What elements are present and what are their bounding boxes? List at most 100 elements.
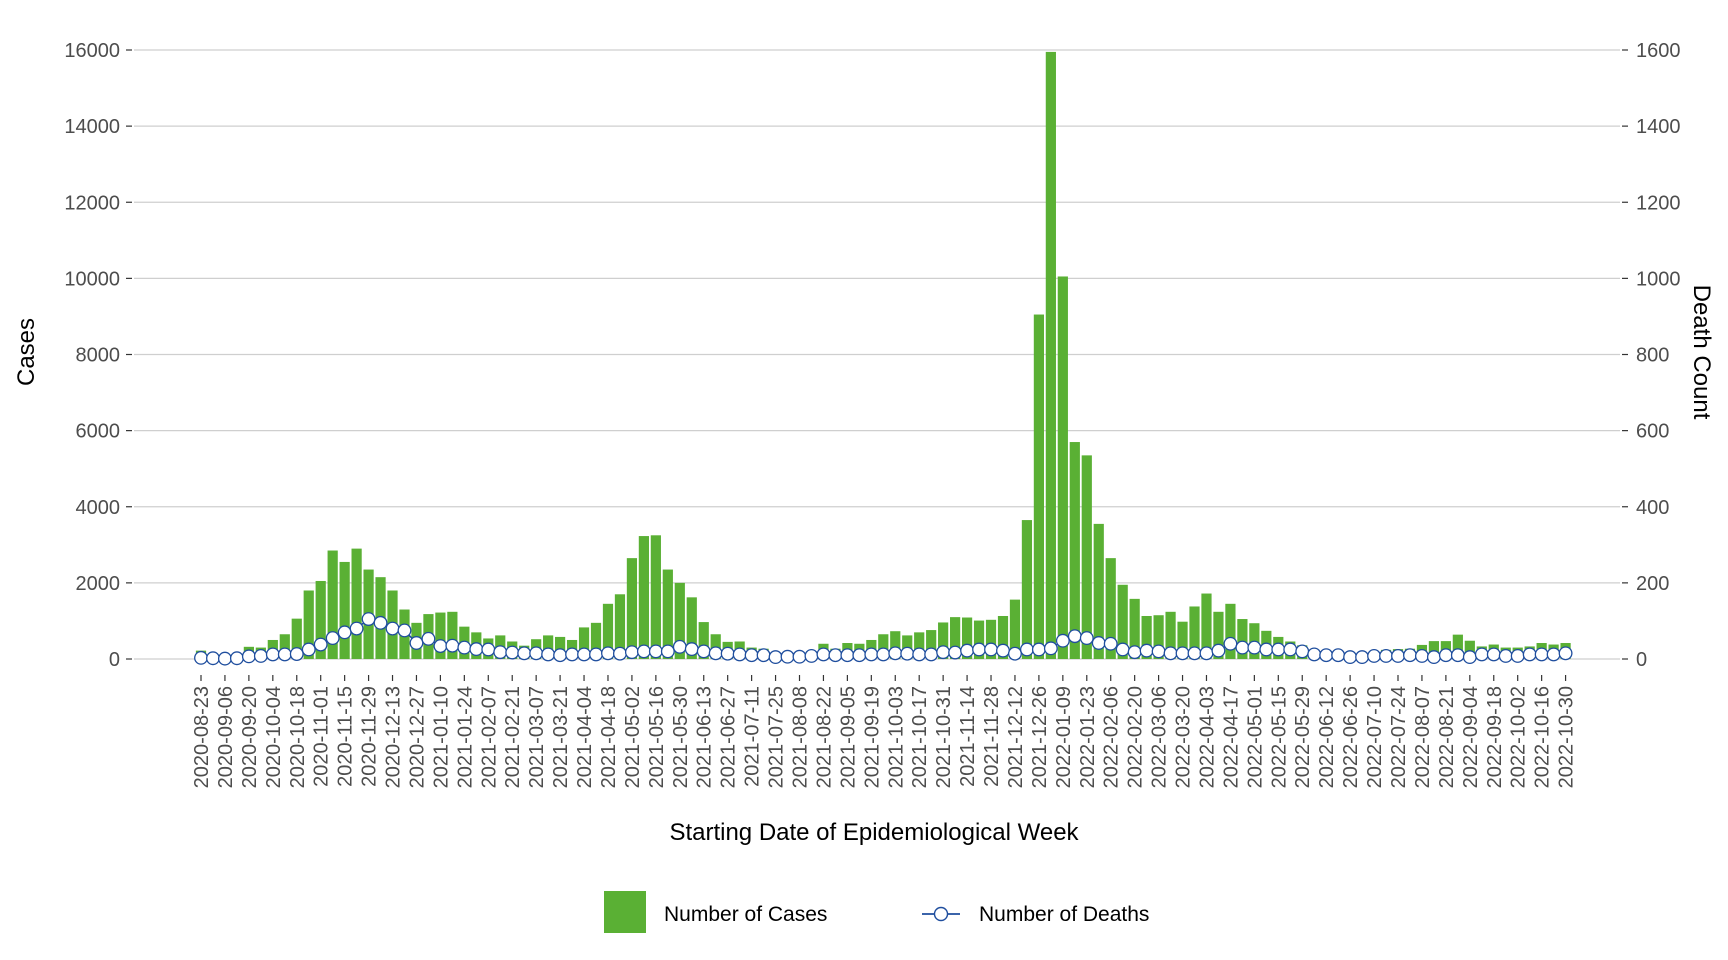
- x-tick-label: 2020-11-29: [359, 686, 381, 787]
- death-marker: [948, 645, 963, 660]
- case-bar: [435, 612, 446, 659]
- death-marker: [1438, 648, 1453, 663]
- death-marker: [1259, 642, 1274, 657]
- y2-tick-label: 200: [1636, 573, 1669, 595]
- case-bars: [195, 51, 1571, 660]
- death-marker: [1055, 633, 1070, 648]
- death-marker: [672, 639, 687, 654]
- death-marker: [1127, 645, 1142, 660]
- case-bar: [626, 558, 638, 659]
- death-marker: [1534, 647, 1549, 662]
- death-marker: [577, 647, 591, 662]
- y2-axis-title: Death Count: [1688, 285, 1715, 420]
- x-tick-label: 2022-10-16: [1532, 686, 1554, 788]
- death-marker: [660, 644, 675, 659]
- x-tick-label: 2020-10-04: [263, 686, 285, 788]
- death-marker: [1474, 647, 1489, 662]
- death-marker: [1151, 644, 1166, 659]
- x-tick-label: 2022-06-26: [1340, 686, 1362, 788]
- case-bar: [555, 636, 566, 659]
- death-marker: [1139, 643, 1154, 658]
- death-marker: [888, 646, 903, 661]
- case-bar: [1237, 619, 1248, 659]
- x-tick-label: 2021-08-22: [813, 686, 835, 788]
- case-bar: [1165, 611, 1176, 659]
- x-tick-label: 2022-10-30: [1556, 686, 1578, 788]
- death-marker: [433, 639, 448, 654]
- case-bar: [590, 622, 602, 659]
- case-bar: [1105, 558, 1116, 659]
- death-marker: [1175, 646, 1190, 661]
- case-bar: [686, 597, 697, 659]
- x-tick-label: 2022-02-20: [1125, 686, 1147, 788]
- death-marker: [457, 640, 472, 655]
- case-bar: [543, 635, 554, 659]
- case-bar: [950, 617, 961, 659]
- x-tick-label: 2021-10-31: [933, 686, 955, 788]
- death-marker: [756, 648, 771, 663]
- death-marker: [529, 646, 544, 661]
- case-bar: [447, 611, 458, 659]
- death-marker: [289, 647, 304, 662]
- y-tick-label: 10000: [64, 268, 120, 290]
- death-marker: [1307, 647, 1322, 662]
- x-tick-label: 2021-05-30: [670, 686, 692, 788]
- case-bar: [973, 620, 985, 659]
- death-marker: [960, 643, 975, 658]
- death-marker: [1331, 648, 1346, 663]
- case-bar: [1464, 640, 1475, 659]
- death-marker: [421, 631, 436, 646]
- death-marker: [1522, 647, 1537, 662]
- death-marker: [361, 612, 376, 626]
- y2-tick-label: 1600: [1636, 40, 1681, 62]
- death-marker: [613, 646, 627, 661]
- legend: Number of Cases Number of Deaths: [604, 891, 1149, 933]
- death-marker: [828, 648, 843, 663]
- case-bar: [315, 580, 326, 659]
- death-marker: [1379, 649, 1393, 663]
- y-tick-label: 4000: [76, 497, 121, 519]
- case-bar: [279, 634, 290, 659]
- death-marker: [253, 649, 268, 663]
- x-tick-label: 2022-08-21: [1436, 686, 1458, 788]
- case-bar: [351, 548, 362, 659]
- y-tick-label: 0: [109, 649, 120, 671]
- x-tick-label: 2021-02-07: [478, 686, 500, 788]
- death-marker: [1558, 646, 1573, 661]
- death-marker: [409, 636, 424, 650]
- x-tick-label: 2020-09-06: [215, 686, 237, 788]
- y2-tick-label: 1400: [1636, 116, 1681, 138]
- y2-tick-label: 0: [1636, 649, 1647, 671]
- case-bar: [698, 622, 709, 659]
- x-axis-title: Starting Date of Epidemiological Week: [669, 819, 1079, 846]
- x-tick-label: 2022-09-18: [1484, 686, 1506, 788]
- death-marker: [481, 642, 496, 657]
- death-marker: [1462, 650, 1477, 665]
- y-tick-label: 6000: [76, 421, 121, 443]
- death-marker: [816, 647, 831, 662]
- death-marker: [744, 648, 759, 663]
- death-marker: [1079, 631, 1094, 646]
- death-marker: [1067, 629, 1082, 644]
- case-bar: [1057, 276, 1068, 659]
- death-marker: [636, 644, 651, 659]
- x-tick-label: 2022-01-09: [1053, 686, 1075, 788]
- death-marker: [1019, 642, 1034, 657]
- legend-deaths-label: Number of Deaths: [979, 903, 1149, 926]
- death-marker: [349, 621, 364, 636]
- death-marker: [1510, 649, 1525, 663]
- case-bar: [1069, 442, 1080, 659]
- x-tick-label: 2022-05-15: [1268, 686, 1290, 788]
- death-marker: [1271, 642, 1286, 657]
- death-marker: [565, 647, 580, 662]
- case-bar: [1153, 615, 1164, 659]
- case-bar: [638, 536, 649, 659]
- death-marker: [445, 638, 460, 653]
- death-marker: [1498, 649, 1513, 663]
- x-tick-label: 2021-02-21: [502, 686, 524, 788]
- case-bar: [339, 561, 350, 659]
- case-bar: [938, 622, 949, 659]
- death-marker: [852, 648, 867, 663]
- legend-cases-swatch: [604, 891, 646, 933]
